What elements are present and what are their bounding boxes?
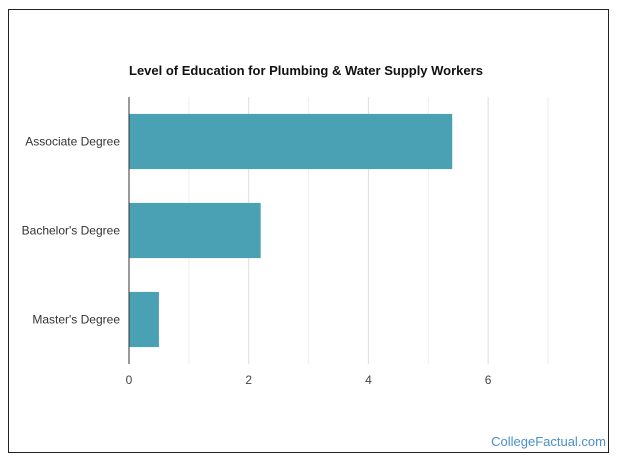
x-tick-label-0: 0 bbox=[126, 373, 133, 387]
category-label-0: Associate Degree bbox=[25, 135, 120, 149]
bar-1[interactable] bbox=[129, 202, 261, 259]
bar-2[interactable] bbox=[129, 291, 159, 348]
x-tick-label-6: 6 bbox=[485, 373, 492, 387]
chart-title: Level of Education for Plumbing & Water … bbox=[129, 63, 483, 78]
bar-0[interactable] bbox=[129, 113, 453, 170]
watermark[interactable]: CollegeFactual.com bbox=[491, 434, 606, 449]
x-tick-label-2: 2 bbox=[245, 373, 252, 387]
bars bbox=[129, 113, 453, 348]
axes: 0 2 4 6 Associate Degree Bachelor's Degree Mas… bbox=[22, 97, 492, 387]
category-label-1: Bachelor's Degree bbox=[22, 224, 121, 238]
x-tick-label-4: 4 bbox=[365, 373, 372, 387]
category-label-2: Master's Degree bbox=[32, 313, 120, 327]
